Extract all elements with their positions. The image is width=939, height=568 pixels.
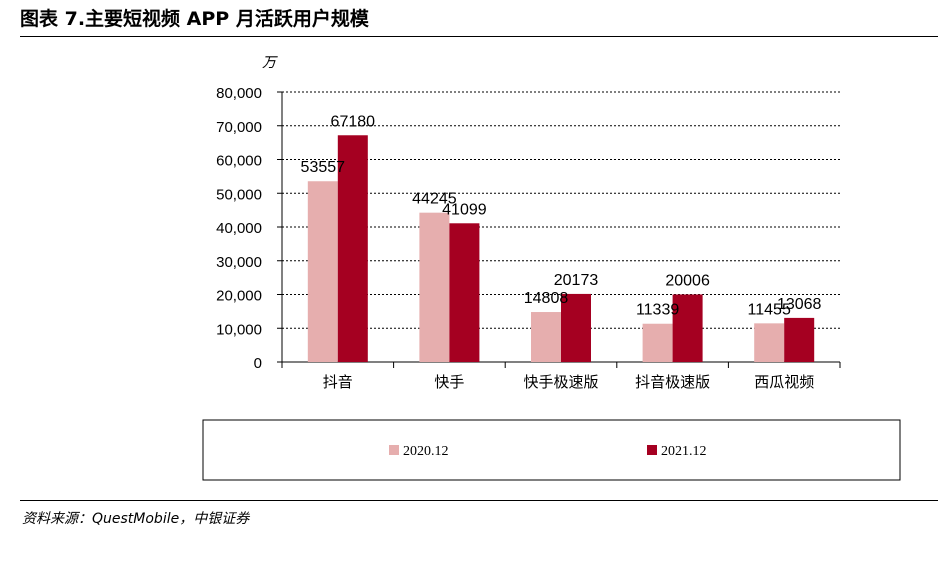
data-label: 14808 (524, 290, 569, 307)
legend-swatch (647, 445, 657, 455)
bar-chart: 0 10,000 20,000 30,000 40,000 50,000 60,000 70,… (202, 55, 901, 481)
y-tick-label: 0 (254, 355, 262, 372)
figure-title: 图表 7.主要短视频 APP 月活跃用户规模 (20, 8, 369, 30)
x-tick-label: 抖音 (323, 373, 353, 391)
legend-label: 2021.12 (661, 444, 707, 459)
bar (784, 317, 815, 362)
y-tick-label: 10,000 (216, 321, 262, 338)
data-label: 41099 (442, 201, 487, 218)
x-tick-label: 抖音极速版 (635, 373, 710, 391)
y-tick-label: 40,000 (216, 220, 262, 237)
x-tick-label: 西瓜视频 (754, 373, 814, 391)
legend-swatch (389, 445, 399, 455)
bar (642, 323, 673, 362)
data-label: 44245 (412, 191, 457, 208)
y-tick-label: 70,000 (216, 119, 262, 136)
data-label: 20173 (554, 272, 599, 289)
data-label: 11455 (748, 301, 791, 318)
data-label: 67180 (331, 113, 376, 130)
bars (307, 135, 815, 362)
y-tick-label: 50,000 (216, 186, 262, 203)
x-axis: 抖音 快手 快手极速版 抖音极速版 西瓜视频 (281, 361, 841, 391)
title-rule (20, 36, 938, 37)
bar (561, 293, 591, 362)
source-rule (20, 500, 938, 501)
unit-label: 万 (262, 55, 278, 71)
legend-box (202, 419, 901, 481)
y-tick-label: 80,000 (216, 85, 262, 102)
data-label: 11339 (636, 302, 679, 319)
bar (449, 223, 480, 362)
x-tick-label: 快手极速版 (523, 373, 598, 391)
legend-label: 2020.12 (403, 444, 449, 459)
data-label: 13068 (777, 296, 822, 313)
bar (531, 312, 561, 362)
bar (307, 181, 338, 362)
y-tick-label: 60,000 (216, 153, 262, 170)
x-tick-label: 快手 (434, 373, 464, 391)
bar (419, 212, 450, 362)
bar (337, 135, 368, 362)
y-axis: 0 10,000 20,000 30,000 40,000 50,000 60,000 70,… (216, 85, 283, 372)
legend: 2020.12 2021.12 (389, 444, 707, 459)
data-label: 53557 (301, 159, 346, 176)
y-tick-label: 20,000 (216, 288, 262, 305)
source-note: 资料来源：QuestMobile，中银证券 (22, 511, 250, 527)
bar (754, 323, 785, 362)
data-label: 20006 (665, 272, 710, 289)
bar (672, 294, 703, 362)
gridlines (282, 91, 840, 329)
y-tick-label: 30,000 (216, 254, 262, 271)
